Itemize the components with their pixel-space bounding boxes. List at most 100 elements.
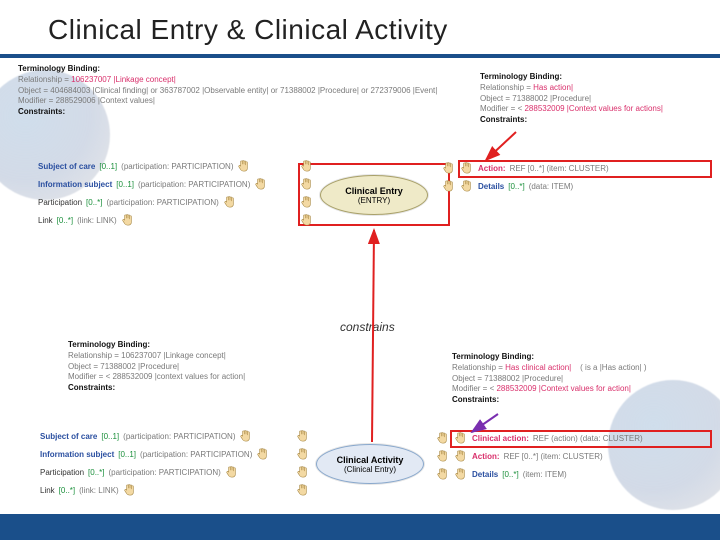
attribute-row: Participation [0..*] (participation: PAR…	[40, 466, 239, 478]
attr-name: Details	[472, 470, 498, 479]
tb-relationship-row: Relationship = Has clinical action| ( is…	[452, 363, 712, 374]
hand-icon	[296, 430, 310, 442]
attr-name: Information subject	[38, 180, 112, 189]
hand-icon	[237, 160, 251, 172]
tb-heading: Terminology Binding:	[480, 72, 710, 83]
tb-modifier-row: Modifier = < 288532009 |Context values f…	[480, 104, 710, 115]
attr-type: (participation: PARTICIPATION)	[123, 432, 235, 441]
hand-icon	[223, 196, 237, 208]
attr-type: (participation: PARTICIPATION)	[108, 468, 220, 477]
attr-cardinality: [0..*]	[59, 486, 75, 495]
hand-icon	[454, 450, 468, 462]
hand-icon	[254, 178, 268, 190]
tb-object-row: Object = 404684003 |Clinical finding| or…	[18, 86, 448, 97]
hand-icon	[123, 484, 137, 496]
attr-type: (participation: PARTICIPATION)	[106, 198, 218, 207]
hand-icon	[296, 448, 310, 460]
attr-type: (participation: PARTICIPATION)	[121, 162, 233, 171]
attr-cardinality: [0..*]	[502, 470, 518, 479]
highlight-box-clinical-action	[450, 430, 712, 448]
attr-cardinality: [0..1]	[101, 432, 119, 441]
attr-name: Information subject	[40, 450, 114, 459]
hand-icon	[436, 432, 450, 444]
attr-name: Subject of care	[40, 432, 97, 441]
attribute-row: Link [0..*] (link: LINK)	[38, 214, 135, 226]
attr-type: REF [0..*] (item: CLUSTER)	[504, 452, 603, 461]
title-underline	[0, 54, 720, 58]
attribute-row: Information subject [0..1] (participatio…	[38, 178, 268, 190]
attr-cardinality: [0..*]	[86, 198, 102, 207]
attr-type: (link: LINK)	[77, 216, 117, 225]
tb-constraints: Constraints:	[480, 115, 710, 126]
highlight-box-entry	[298, 163, 450, 226]
attr-cardinality: [0..*]	[57, 216, 73, 225]
attr-name: Participation	[38, 198, 82, 207]
attribute-row: Details [0..*] (item: ITEM)	[454, 468, 567, 480]
panel-terminology-bottom-left: Terminology Binding: Relationship = 1062…	[68, 340, 328, 394]
tb-constraints: Constraints:	[452, 395, 712, 406]
highlight-box-action	[458, 160, 712, 178]
attribute-row: Information subject [0..1] (participatio…	[40, 448, 270, 460]
attr-name: Action:	[472, 452, 500, 461]
attr-type: (participation: PARTICIPATION)	[140, 450, 252, 459]
attr-cardinality: [0..1]	[116, 180, 134, 189]
entity-clinical-activity: Clinical Activity (Clinical Entry)	[316, 444, 424, 484]
tb-relationship-row: Relationship = Has action|	[480, 83, 710, 94]
hand-icon	[442, 162, 456, 174]
panel-terminology-top-right: Terminology Binding: Relationship = Has …	[480, 72, 710, 126]
hand-icon	[436, 450, 450, 462]
tb-modifier-row: Modifier = 288529006 |Context values|	[18, 96, 448, 107]
attribute-row: Subject of care [0..1] (participation: P…	[38, 160, 251, 172]
attr-cardinality: [0..1]	[118, 450, 136, 459]
tb-constraints: Constraints:	[18, 107, 448, 118]
tb-object-row: Object = 71388002 |Procedure|	[452, 374, 712, 385]
attr-cardinality: [0..1]	[99, 162, 117, 171]
tb-modifier-row: Modifier = < 288532009 |context values f…	[68, 372, 328, 383]
hand-icon	[239, 430, 253, 442]
attribute-row: Action: REF [0..*] (item: CLUSTER)	[454, 450, 603, 462]
tb-constraints: Constraints:	[68, 383, 328, 394]
hand-icon	[121, 214, 135, 226]
attr-name: Details	[478, 182, 504, 191]
constrains-label: constrains	[340, 320, 395, 334]
hand-icon	[454, 468, 468, 480]
attr-name: Subject of care	[38, 162, 95, 171]
attr-name: Link	[40, 486, 55, 495]
attr-cardinality: [0..*]	[88, 468, 104, 477]
tb-relationship-row: Relationship = 106237007 |Linkage concep…	[68, 351, 328, 362]
hand-icon	[300, 196, 314, 208]
hand-icon	[460, 180, 474, 192]
tb-relationship-row: Relationship = 106237007 |Linkage concep…	[18, 75, 448, 86]
entity-label: Clinical Activity	[337, 455, 404, 465]
attr-type: (data: ITEM)	[529, 182, 573, 191]
tb-object-row: Object = 71388002 |Procedure|	[68, 362, 328, 373]
hand-icon	[296, 484, 310, 496]
hand-icon	[300, 178, 314, 190]
tb-heading: Terminology Binding:	[68, 340, 328, 351]
panel-terminology-top-left: Terminology Binding: Relationship = 1062…	[18, 64, 448, 118]
tb-heading: Terminology Binding:	[452, 352, 712, 363]
entity-sublabel: (Clinical Entry)	[344, 465, 396, 474]
footer-band	[0, 514, 720, 540]
hand-icon	[442, 180, 456, 192]
attr-cardinality: [0..*]	[508, 182, 524, 191]
hand-icon	[256, 448, 270, 460]
attr-type: (link: LINK)	[79, 486, 119, 495]
tb-modifier-row: Modifier = < 288532009 |Context values f…	[452, 384, 712, 395]
attribute-row: Details [0..*] (data: ITEM)	[460, 180, 573, 192]
attr-type: (item: ITEM)	[523, 470, 567, 479]
hand-icon	[300, 160, 314, 172]
panel-terminology-bottom-right: Terminology Binding: Relationship = Has …	[452, 352, 712, 406]
attr-type: (participation: PARTICIPATION)	[138, 180, 250, 189]
hand-icon	[296, 466, 310, 478]
attribute-row: Subject of care [0..1] (participation: P…	[40, 430, 253, 442]
attribute-row: Link [0..*] (link: LINK)	[40, 484, 137, 496]
attr-name: Link	[38, 216, 53, 225]
tb-heading: Terminology Binding:	[18, 64, 448, 75]
attribute-row: Participation [0..*] (participation: PAR…	[38, 196, 237, 208]
page-title: Clinical Entry & Clinical Activity	[48, 14, 448, 46]
attr-name: Participation	[40, 468, 84, 477]
hand-icon	[225, 466, 239, 478]
hand-icon	[300, 214, 314, 226]
tb-object-row: Object = 71388002 |Procedure|	[480, 94, 710, 105]
